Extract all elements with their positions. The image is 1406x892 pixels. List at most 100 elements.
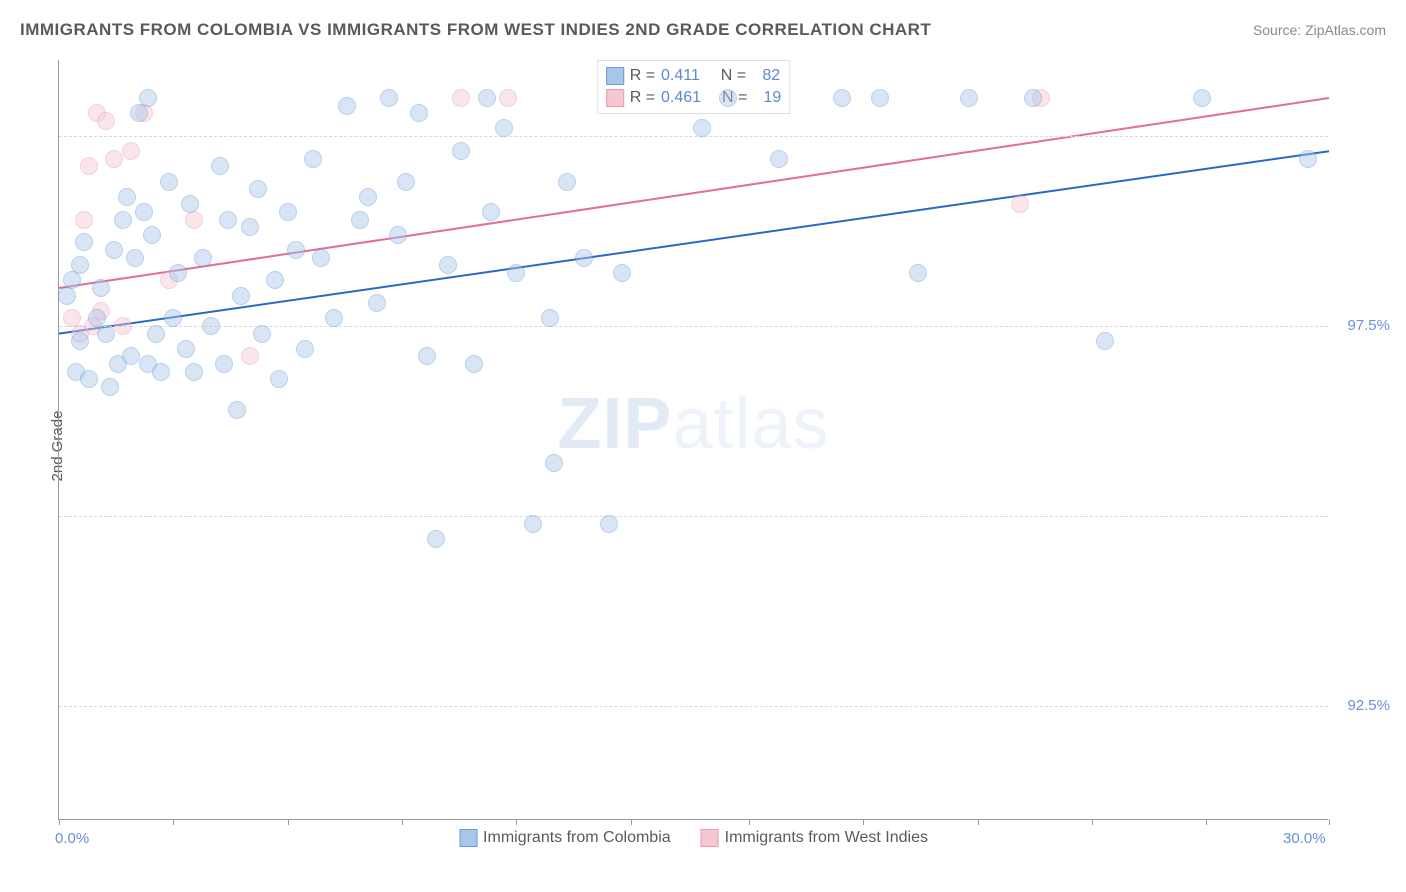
x-tick-label: 30.0%: [1283, 830, 1326, 847]
grid-line: [59, 326, 1328, 327]
chart-title: IMMIGRANTS FROM COLOMBIA VS IMMIGRANTS F…: [20, 20, 931, 40]
data-point: [71, 332, 89, 350]
data-point: [545, 454, 563, 472]
x-tick: [288, 819, 289, 825]
x-tick: [402, 819, 403, 825]
data-point: [452, 89, 470, 107]
data-point: [241, 218, 259, 236]
data-point: [495, 119, 513, 137]
data-point: [164, 309, 182, 327]
data-point: [215, 355, 233, 373]
series1-legend-swatch: [459, 829, 477, 847]
data-point: [418, 347, 436, 365]
data-point: [478, 89, 496, 107]
data-point: [575, 249, 593, 267]
x-tick: [749, 819, 750, 825]
y-tick-label: 92.5%: [1347, 697, 1390, 714]
data-point: [499, 89, 517, 107]
data-point: [139, 89, 157, 107]
data-point: [181, 195, 199, 213]
data-point: [960, 89, 978, 107]
data-point: [270, 370, 288, 388]
data-point: [105, 150, 123, 168]
data-point: [147, 325, 165, 343]
data-point: [194, 249, 212, 267]
data-point: [114, 211, 132, 229]
data-point: [380, 89, 398, 107]
data-point: [452, 142, 470, 160]
data-point: [266, 271, 284, 289]
data-point: [80, 370, 98, 388]
data-point: [249, 180, 267, 198]
data-point: [185, 363, 203, 381]
data-point: [304, 150, 322, 168]
series2-legend-swatch: [701, 829, 719, 847]
data-point: [101, 378, 119, 396]
data-point: [228, 401, 246, 419]
data-point: [312, 249, 330, 267]
x-tick: [863, 819, 864, 825]
data-point: [351, 211, 369, 229]
data-point: [368, 294, 386, 312]
data-point: [909, 264, 927, 282]
data-point: [1299, 150, 1317, 168]
data-point: [1096, 332, 1114, 350]
data-point: [770, 150, 788, 168]
data-point: [152, 363, 170, 381]
grid-line: [59, 516, 1328, 517]
x-tick-label: 0.0%: [55, 830, 89, 847]
data-point: [177, 340, 195, 358]
data-point: [114, 317, 132, 335]
data-point: [253, 325, 271, 343]
legend: Immigrants from Colombia Immigrants from…: [459, 829, 928, 847]
data-point: [524, 515, 542, 533]
chart-container: IMMIGRANTS FROM COLOMBIA VS IMMIGRANTS F…: [0, 0, 1406, 892]
data-point: [613, 264, 631, 282]
data-point: [410, 104, 428, 122]
data-point: [1024, 89, 1042, 107]
data-point: [160, 173, 178, 191]
plot-area: ZIPatlas R = 0.411 N = 82 R = 0.461 N = …: [58, 60, 1328, 820]
x-tick: [1206, 819, 1207, 825]
data-point: [296, 340, 314, 358]
data-point: [439, 256, 457, 274]
data-point: [97, 112, 115, 130]
legend-item-series2: Immigrants from West Indies: [701, 829, 928, 847]
x-tick: [173, 819, 174, 825]
data-point: [219, 211, 237, 229]
grid-line: [59, 136, 1328, 137]
data-point: [541, 309, 559, 327]
data-point: [211, 157, 229, 175]
data-point: [169, 264, 187, 282]
data-point: [871, 89, 889, 107]
data-point: [58, 287, 76, 305]
data-point: [325, 309, 343, 327]
data-point: [202, 317, 220, 335]
data-point: [427, 530, 445, 548]
x-tick: [978, 819, 979, 825]
data-point: [75, 211, 93, 229]
data-point: [482, 203, 500, 221]
data-point: [558, 173, 576, 191]
data-point: [359, 188, 377, 206]
x-tick: [516, 819, 517, 825]
x-tick: [1092, 819, 1093, 825]
data-point: [693, 119, 711, 137]
data-point: [118, 188, 136, 206]
data-point: [338, 97, 356, 115]
grid-line: [59, 706, 1328, 707]
x-tick: [631, 819, 632, 825]
data-point: [92, 279, 110, 297]
data-point: [465, 355, 483, 373]
data-point: [389, 226, 407, 244]
data-point: [600, 515, 618, 533]
data-point: [1011, 195, 1029, 213]
data-point: [279, 203, 297, 221]
data-point: [241, 347, 259, 365]
data-point: [105, 241, 123, 259]
data-point: [833, 89, 851, 107]
data-point: [232, 287, 250, 305]
data-point: [1193, 89, 1211, 107]
data-point: [75, 233, 93, 251]
y-tick-label: 97.5%: [1347, 317, 1390, 334]
